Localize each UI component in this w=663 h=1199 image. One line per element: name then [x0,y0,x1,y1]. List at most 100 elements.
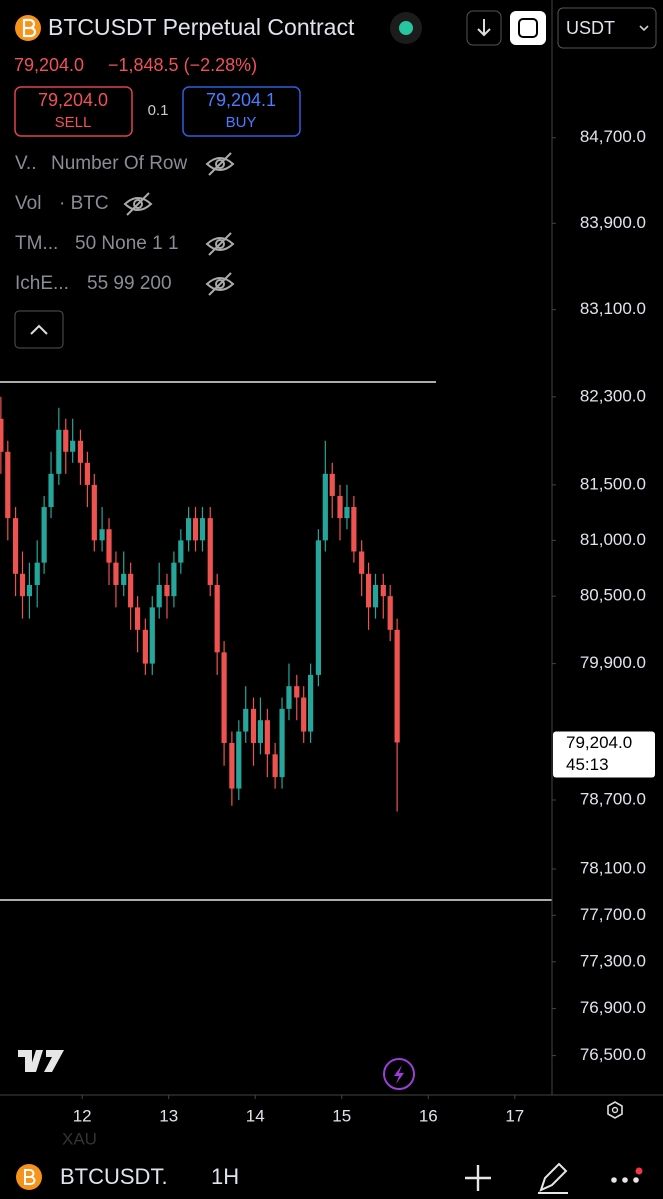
footer-symbol[interactable]: BTCUSDT. [60,1164,168,1189]
candle-body [77,440,84,463]
candle-body [329,473,335,496]
candle-body [70,440,76,452]
indicator-params: 50 None 1 1 [75,233,179,254]
candle-body [0,418,4,452]
candle-body [380,584,386,597]
candle-body [142,629,148,664]
buy-label: BUY [226,114,257,131]
eye-pupil [133,199,143,209]
candle-body [48,473,54,508]
collapse-icon [30,324,48,335]
eye-pupil [215,279,225,289]
eye-slash [208,152,232,176]
y-tick-label: 76,500.0 [580,1045,646,1064]
candle-body [199,518,206,541]
currency-select[interactable] [557,7,657,49]
candle-body [192,518,199,541]
status-dot [399,21,413,35]
indicator-params: · BTC [59,193,109,214]
candle-body [344,507,350,519]
y-tick-label: 83,100.0 [580,299,646,318]
price-tag-countdown: 45:13 [566,755,609,774]
spread: 0.1 [148,102,169,119]
candle-body [372,584,379,608]
sell-button[interactable] [14,86,133,137]
candle-body [294,686,300,698]
y-tick-label: 78,100.0 [580,858,646,877]
tv-logo [18,1050,64,1072]
bolt-icon [394,1065,404,1084]
candle-body [91,484,97,541]
candle-body [56,429,62,474]
candle-body [171,562,177,597]
x-tick-label: 15 [332,1106,351,1125]
eye-pupil [215,239,225,249]
add-button[interactable] [465,1165,491,1191]
x-tick-label: 13 [159,1106,178,1125]
candle-body [41,507,47,563]
candle-body [113,562,119,585]
candle-body [308,674,314,732]
more-dot [633,1177,639,1183]
faded-symbol: XAU [62,1129,97,1148]
candle-body [12,518,19,574]
candle-body [359,551,365,574]
candle-body [229,742,235,789]
indicator-name: TM... [15,233,58,254]
indicator-name: Vol [15,193,41,214]
candle-body [337,495,343,519]
layout-icon [518,18,538,38]
candle-body [286,686,292,709]
draw-button[interactable] [538,1162,568,1194]
settings-icon[interactable] [607,1101,623,1119]
symbol-title[interactable]: BTCUSDT Perpetual Contract [48,14,355,40]
y-tick-label: 82,300.0 [580,386,646,405]
candle-body [301,697,307,732]
more-dot [622,1177,628,1183]
candle-body [34,562,40,585]
candle-body [214,584,220,653]
candle-body [149,607,155,664]
y-tick-label: 78,700.0 [580,789,646,808]
download-button[interactable] [466,10,502,46]
price-change: −1,848.5 (−2.28%) [108,55,257,75]
candle-body [351,507,357,552]
price-tag [553,731,655,778]
coin-glyph [22,18,37,38]
eye-pupil [215,159,225,169]
eye-slash [126,192,150,216]
download-icon [477,19,491,37]
y-tick-label: 84,700.0 [580,127,646,146]
y-tick-label: 81,000.0 [580,530,646,549]
sell-price: 79,204.0 [38,90,108,110]
buy-button[interactable] [182,86,301,137]
interval[interactable]: 1H [211,1164,239,1189]
candle-body [121,573,127,585]
candle-body [26,584,33,597]
candle-body [394,629,400,743]
y-tick-label: 83,900.0 [580,213,646,232]
y-tick-label: 77,300.0 [580,951,646,970]
candle-body [63,429,69,452]
buy-price: 79,204.1 [206,90,276,110]
last-price: 79,204.0 [14,55,84,75]
candle-body [84,462,90,485]
layout-button[interactable] [510,11,546,45]
eye-slash [208,272,232,296]
price-tag-label: 79,204.0 [566,733,632,752]
candle-body [128,573,134,608]
chevron [639,25,649,32]
candle-body [221,652,227,743]
x-tick-label: 14 [246,1106,265,1125]
more-dot[interactable] [611,1177,617,1183]
currency: USDT [566,18,615,38]
x-tick-label: 17 [505,1106,524,1125]
candle-body [264,720,270,755]
y-tick-label: 80,500.0 [580,586,646,605]
y-tick-label: 77,700.0 [580,905,646,924]
bolt-button[interactable] [383,1058,415,1090]
candle-body [315,540,321,675]
collapse-button[interactable] [14,310,64,349]
